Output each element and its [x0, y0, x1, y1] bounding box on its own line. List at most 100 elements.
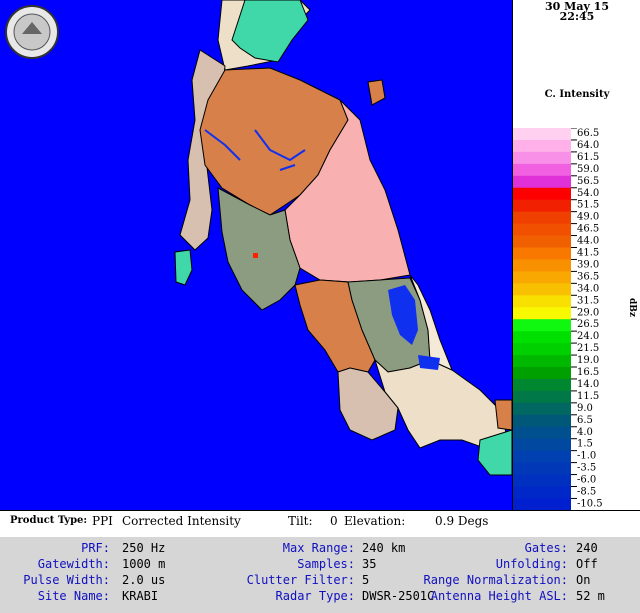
scale-swatch: [513, 188, 571, 200]
scale-swatch: [513, 427, 571, 439]
scale-tick-label: 19.0: [577, 355, 599, 366]
scale-swatch: [513, 200, 571, 212]
scale-swatch: [513, 212, 571, 224]
scale-swatch: [513, 403, 571, 415]
scale-swatch: [513, 259, 571, 271]
scale-tick-label: -3.5: [577, 463, 596, 474]
time-label: 22:45: [513, 10, 640, 23]
scale-swatch: [513, 451, 571, 463]
legend-panel: 30 May 15 22:45 C. Intensity 66.5 64.0 61.…: [512, 0, 640, 510]
samples-label: Samples:: [230, 557, 355, 573]
prf-value: 250 Hz: [122, 541, 165, 557]
scale-tick-label: 31.5: [577, 295, 599, 306]
scale-swatch: [513, 224, 571, 236]
scale-tick-label: 64.0: [577, 140, 599, 151]
scale-swatch: [513, 271, 571, 283]
scale-tick-label: 21.5: [577, 343, 599, 354]
scale-tick-label: -6.0: [577, 475, 596, 486]
scale-swatch: [513, 128, 571, 140]
pulse-width-label: Pulse Width:: [0, 573, 110, 589]
scale-tick-label: 29.0: [577, 307, 599, 318]
scale-tick-label: 14.0: [577, 379, 599, 390]
max-range-label: Max Range:: [230, 541, 355, 557]
scale-tick-label: -8.5: [577, 487, 596, 498]
tmd-logo: [6, 6, 58, 58]
scale-tick-label: 4.0: [577, 427, 593, 438]
scale-swatch: [513, 152, 571, 164]
scale-tick-label: 39.0: [577, 259, 599, 270]
site-name-value: KRABI: [122, 589, 158, 605]
scale-tick-label: 54.0: [577, 188, 599, 199]
max-range-value: 240 km: [362, 541, 405, 557]
scale-tick-label: 6.5: [577, 415, 593, 426]
scale-swatch: [513, 343, 571, 355]
scale-tick-label: 34.0: [577, 283, 599, 294]
elevation-label: Elevation:: [344, 514, 405, 528]
scale-tick-label: 46.5: [577, 224, 599, 235]
scale-tick-label: 36.5: [577, 271, 599, 282]
clutter-filter-label: Clutter Filter:: [230, 573, 355, 589]
scale-tick-label: -10.5: [577, 498, 603, 509]
scale-swatch: [513, 391, 571, 403]
scale-tick-label: 41.5: [577, 248, 599, 259]
scale-swatch: [513, 415, 571, 427]
scale-swatch: [513, 176, 571, 188]
color-scale: 66.564.061.559.056.554.051.549.046.544.0…: [513, 128, 640, 512]
gatewidth-value: 1000 m: [122, 557, 165, 573]
scale-swatch: [513, 475, 571, 487]
scale-swatch: [513, 307, 571, 319]
scale-swatch: [513, 283, 571, 295]
parameter-grid: PRF: 250 Hz Max Range: 240 km Gates: 240…: [0, 537, 640, 613]
scale-swatch: [513, 248, 571, 260]
scale-swatch: [513, 487, 571, 499]
scale-tick-label: 56.5: [577, 176, 599, 187]
scale-swatch: [513, 463, 571, 475]
product-type-label: Product Type:: [10, 515, 87, 526]
antenna-height-value: 52 m: [576, 589, 605, 605]
prf-label: PRF:: [0, 541, 110, 557]
scale-tick-label: 16.5: [577, 367, 599, 378]
scale-swatch: [513, 379, 571, 391]
scale-swatch: [513, 439, 571, 451]
tilt-label: Tilt:: [288, 514, 313, 528]
scale-tick-label: -1.0: [577, 451, 596, 462]
elevation-value: 0.9 Degs: [435, 514, 488, 528]
scale-swatch: [513, 295, 571, 307]
site-name-label: Site Name:: [0, 589, 110, 605]
info-panel: Product Type: PPI Corrected Intensity Ti…: [0, 510, 640, 612]
scale-tick-label: 1.5: [577, 439, 593, 450]
scale-tick-label: 9.0: [577, 403, 593, 414]
unfolding-value: Off: [576, 557, 598, 573]
samples-value: 35: [362, 557, 376, 573]
scale-swatch: [513, 164, 571, 176]
scale-swatch: [513, 367, 571, 379]
legend-title: C. Intensity: [513, 89, 640, 100]
clutter-filter-value: 5: [362, 573, 369, 589]
scale-tick-label: 24.0: [577, 331, 599, 342]
scale-tick-label: 61.5: [577, 152, 599, 163]
scale-tick-label: 59.0: [577, 164, 599, 175]
radar-map[interactable]: [0, 0, 512, 510]
scale-swatch: [513, 236, 571, 248]
scale-tick-label: 66.5: [577, 128, 599, 139]
scale-swatch: [513, 140, 571, 152]
range-normalization-label: Range Normalization:: [420, 573, 568, 589]
scale-swatch: [513, 319, 571, 331]
scale-swatch: [513, 331, 571, 343]
gates-label: Gates:: [420, 541, 568, 557]
radar-type-label: Radar Type:: [230, 589, 355, 605]
unfolding-label: Unfolding:: [420, 557, 568, 573]
scale-tick-label: 26.5: [577, 319, 599, 330]
scale-tick-label: 11.5: [577, 391, 599, 402]
range-normalization-value: On: [576, 573, 590, 589]
product-name: Corrected Intensity: [122, 514, 241, 528]
scale-tick-label: 49.0: [577, 212, 599, 223]
scale-swatch: [513, 355, 571, 367]
pulse-width-value: 2.0 us: [122, 573, 165, 589]
gatewidth-label: Gatewidth:: [0, 557, 110, 573]
scale-tick-label: 51.5: [577, 200, 599, 211]
scale-tick-label: 44.0: [577, 236, 599, 247]
gates-value: 240: [576, 541, 598, 557]
tilt-value: 0: [330, 514, 338, 528]
antenna-height-label: Antenna Height ASL:: [420, 589, 568, 605]
